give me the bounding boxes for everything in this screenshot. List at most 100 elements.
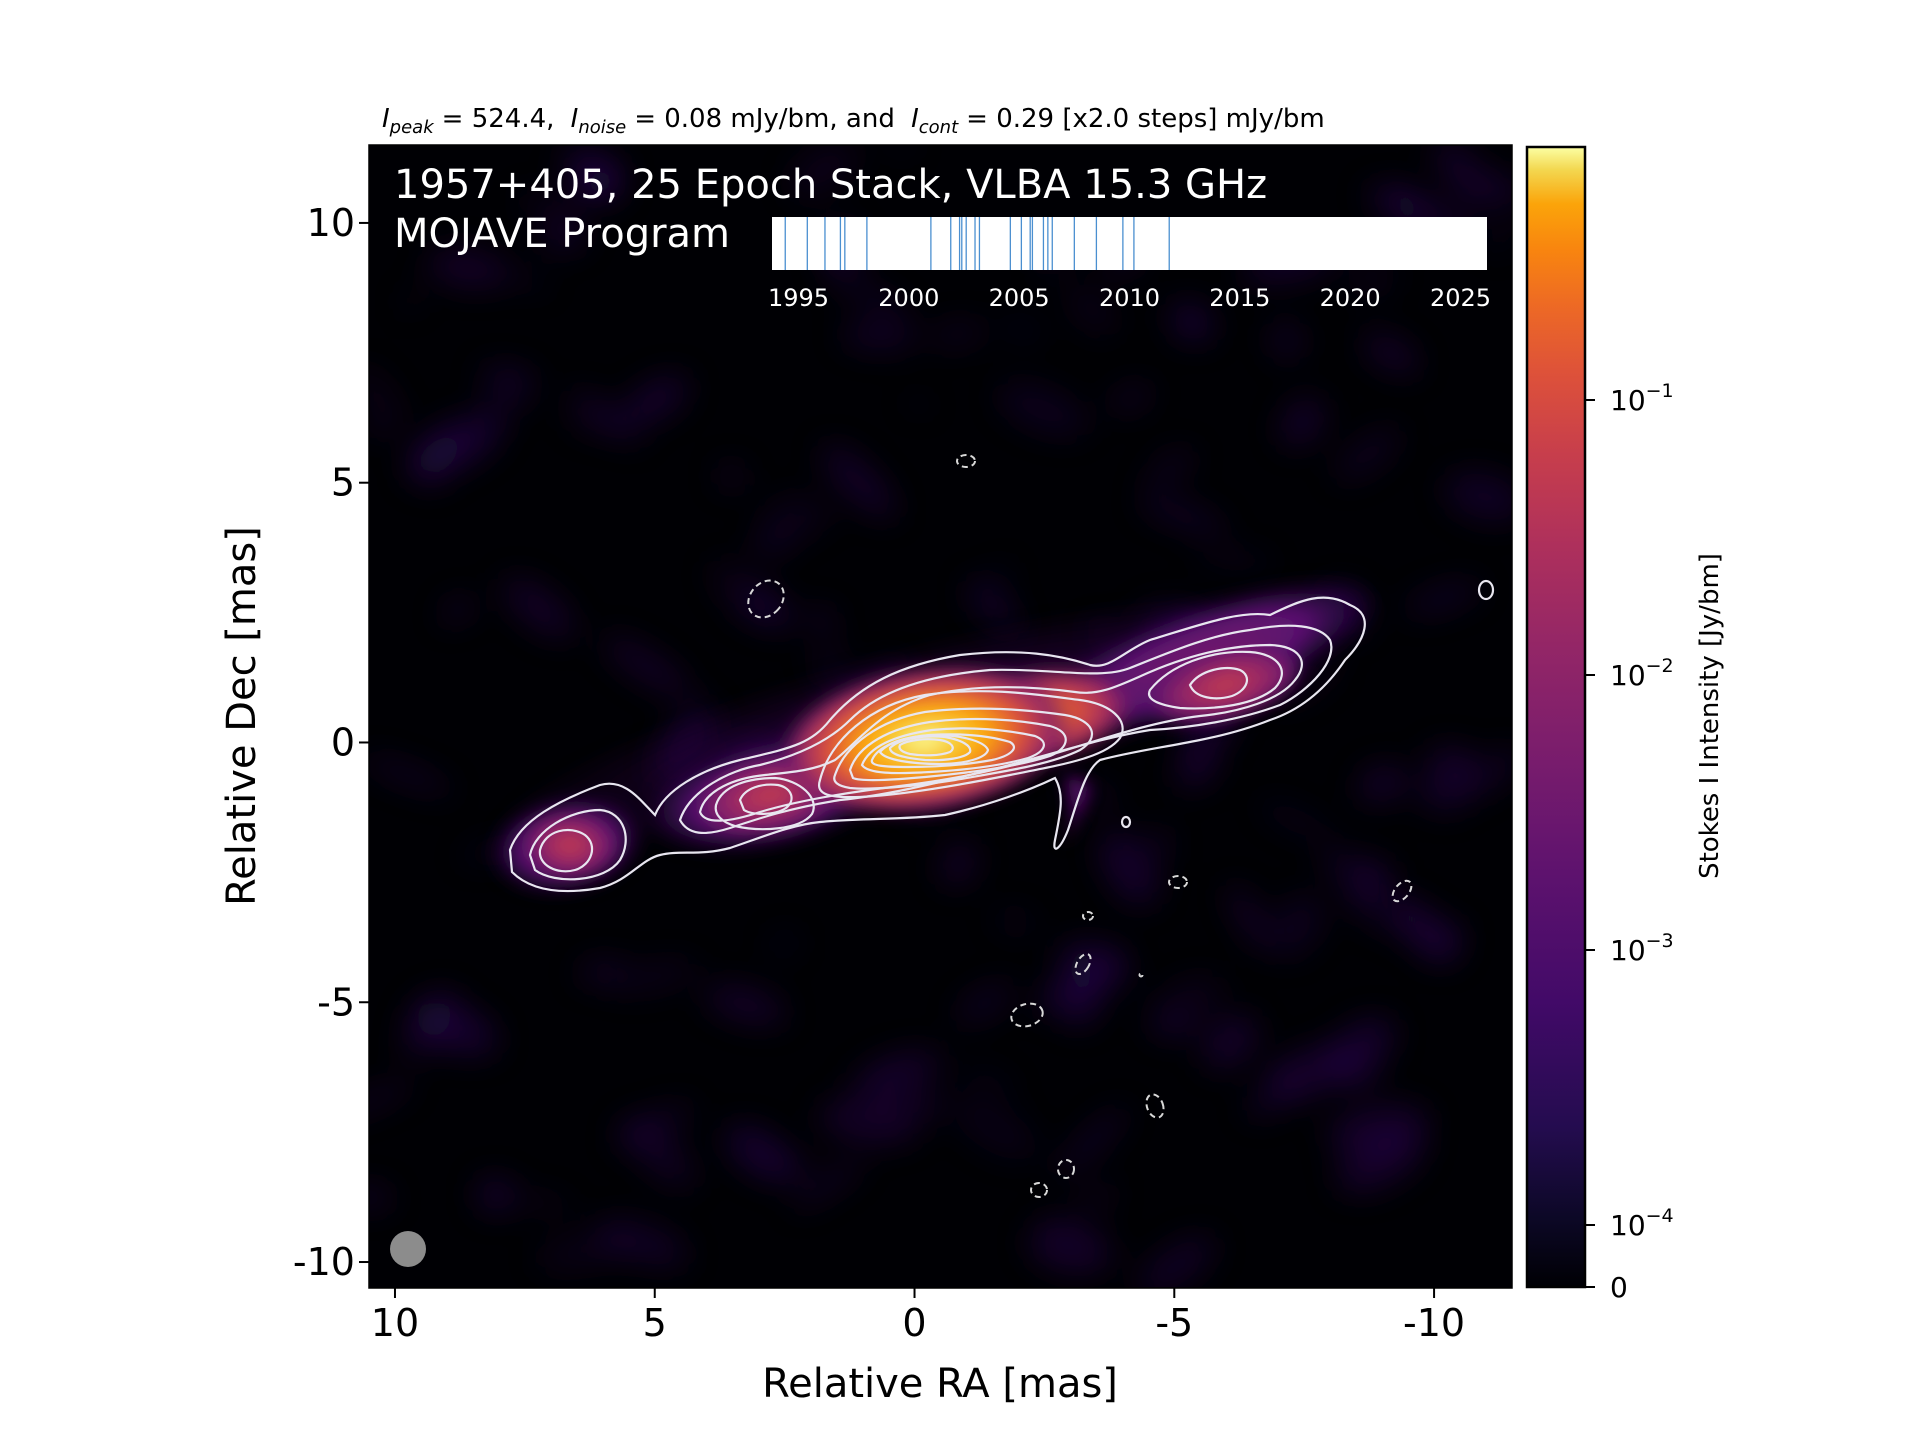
noise-blob bbox=[929, 322, 986, 346]
x-axis: 10 5 0 -5 -10 bbox=[371, 1288, 1465, 1345]
cont-label: I bbox=[911, 104, 919, 134]
noise-blob bbox=[565, 407, 626, 436]
noise-blob bbox=[1338, 1058, 1379, 1092]
overlay-subtitle: MOJAVE Program bbox=[394, 211, 730, 257]
noise-blob bbox=[1336, 1133, 1424, 1193]
noise-blob bbox=[606, 961, 700, 993]
noise-blob bbox=[940, 842, 977, 886]
x-tick-label: 10 bbox=[371, 1301, 419, 1345]
noise-blob bbox=[481, 377, 531, 419]
noise-blob bbox=[725, 1126, 797, 1182]
noise-blob bbox=[704, 985, 787, 1024]
noise-blob bbox=[1228, 884, 1269, 950]
epoch-ticks: 1995 2000 2005 2010 2015 2020 2025 bbox=[768, 264, 1491, 312]
noise-blob bbox=[511, 1192, 575, 1214]
noise-sub: noise bbox=[578, 117, 626, 138]
epoch-tick-label: 1995 bbox=[768, 284, 829, 312]
noise-label: I bbox=[571, 104, 579, 134]
contour-level-6 bbox=[848, 717, 1067, 782]
epoch-tick-label: 2010 bbox=[1099, 284, 1160, 312]
contour-level-5c bbox=[1188, 667, 1249, 700]
noise-blob bbox=[1444, 472, 1512, 522]
noise-blob bbox=[884, 145, 919, 154]
noise-blob bbox=[1203, 1014, 1258, 1070]
noise-blob bbox=[1027, 1223, 1113, 1273]
negative-contour bbox=[1145, 1093, 1165, 1119]
noise-blob bbox=[1056, 948, 1095, 992]
noise-blob bbox=[603, 636, 692, 698]
noise-blob bbox=[1439, 928, 1465, 962]
noise-blob bbox=[534, 1235, 629, 1271]
negative-contour bbox=[1030, 1182, 1048, 1198]
y-axis-label: Relative Dec [mas] bbox=[219, 526, 265, 906]
negative-contour bbox=[1391, 879, 1413, 903]
contour-level-10 bbox=[888, 735, 972, 762]
colorbar: 10−1 10−2 10−3 10−4 0 Stokes I Intensity [Jy… bbox=[1525, 145, 1725, 1304]
contour-level-11 bbox=[898, 738, 954, 757]
negative-contour bbox=[747, 579, 785, 619]
contour-level-4 bbox=[714, 776, 815, 831]
noise-blob bbox=[594, 1219, 689, 1267]
noise-blob bbox=[1246, 1094, 1277, 1118]
noise-blob bbox=[822, 445, 896, 519]
beam-ellipse bbox=[390, 1231, 426, 1267]
noise-blob bbox=[1280, 397, 1325, 447]
noise-blob bbox=[792, 1157, 866, 1209]
noise-blob bbox=[1363, 333, 1420, 374]
map-frame bbox=[368, 144, 1513, 1289]
map-panel: 1957+405, 25 Epoch Stack, VLBA 15.3 GHz … bbox=[368, 144, 1513, 1289]
negative-contour bbox=[1010, 1002, 1044, 1028]
epoch-tick-label: 2020 bbox=[1320, 284, 1381, 312]
colorbar-tick-label: 0 bbox=[1610, 1271, 1628, 1304]
contour-level-2 bbox=[528, 808, 627, 881]
negative-contour bbox=[1168, 875, 1188, 889]
noise-blob bbox=[577, 960, 625, 983]
y-tick-label: 10 bbox=[307, 201, 355, 245]
noise-blob bbox=[1002, 319, 1042, 340]
noise-blob bbox=[1269, 893, 1325, 959]
noise-blob bbox=[1077, 1182, 1117, 1216]
noise-blob bbox=[1170, 302, 1213, 342]
epoch-tick-label: 2025 bbox=[1430, 284, 1491, 312]
epoch-timeline-inset: 1995 2000 2005 2010 2015 2020 2025 bbox=[768, 217, 1491, 312]
negative-contours bbox=[747, 454, 1413, 1198]
contour-level-4b bbox=[817, 690, 1124, 799]
epoch-tick-label: 2000 bbox=[878, 284, 939, 312]
contour-level-1 bbox=[508, 596, 1366, 893]
noise-blob bbox=[1404, 582, 1482, 615]
noise-blob bbox=[1270, 1068, 1300, 1097]
noise-blob bbox=[1492, 173, 1512, 203]
x-tick-label: -5 bbox=[1155, 1301, 1193, 1345]
colorbar-label: Stokes I Intensity [Jy/bm] bbox=[1695, 553, 1725, 879]
peak-sub: peak bbox=[389, 117, 436, 138]
y-axis: 10 5 0 -5 -10 bbox=[293, 201, 369, 1284]
peak-value: = 524.4, bbox=[442, 104, 555, 134]
noise-blob bbox=[737, 590, 796, 630]
noise-blob bbox=[622, 1118, 695, 1189]
epoch-tick-label: 2015 bbox=[1209, 284, 1270, 312]
contour-level-4c bbox=[1147, 650, 1283, 710]
noise-blob bbox=[1067, 989, 1099, 1028]
noise-blob bbox=[1491, 747, 1512, 781]
header-stats: Ipeak = 524.4, Inoise = 0.08 mJy/bm, and I… bbox=[382, 104, 1325, 138]
noise-blob bbox=[369, 364, 404, 428]
negative-contour bbox=[956, 454, 976, 468]
x-tick-label: 0 bbox=[902, 1301, 926, 1345]
noise-blob bbox=[951, 1097, 1039, 1161]
peak-label: I bbox=[382, 104, 390, 134]
y-tick-label: -5 bbox=[317, 980, 355, 1024]
colorbar-ticks: 10−1 10−2 10−3 10−4 0 bbox=[1585, 380, 1674, 1304]
noise-blob bbox=[369, 1081, 415, 1119]
noise-blob bbox=[582, 165, 617, 199]
epoch-timeline-box bbox=[772, 217, 1487, 270]
noise-blob bbox=[541, 216, 587, 252]
noise-blob bbox=[1136, 1236, 1216, 1288]
noise-blob bbox=[497, 267, 551, 291]
colorbar-gradient bbox=[1525, 145, 1587, 1289]
noise-blob bbox=[959, 1068, 1017, 1094]
noise-blob bbox=[1145, 449, 1195, 490]
x-tick-label: 5 bbox=[643, 1301, 667, 1345]
noise-blob bbox=[1056, 1107, 1128, 1177]
colorbar-tick-label: 10−2 bbox=[1610, 655, 1674, 692]
